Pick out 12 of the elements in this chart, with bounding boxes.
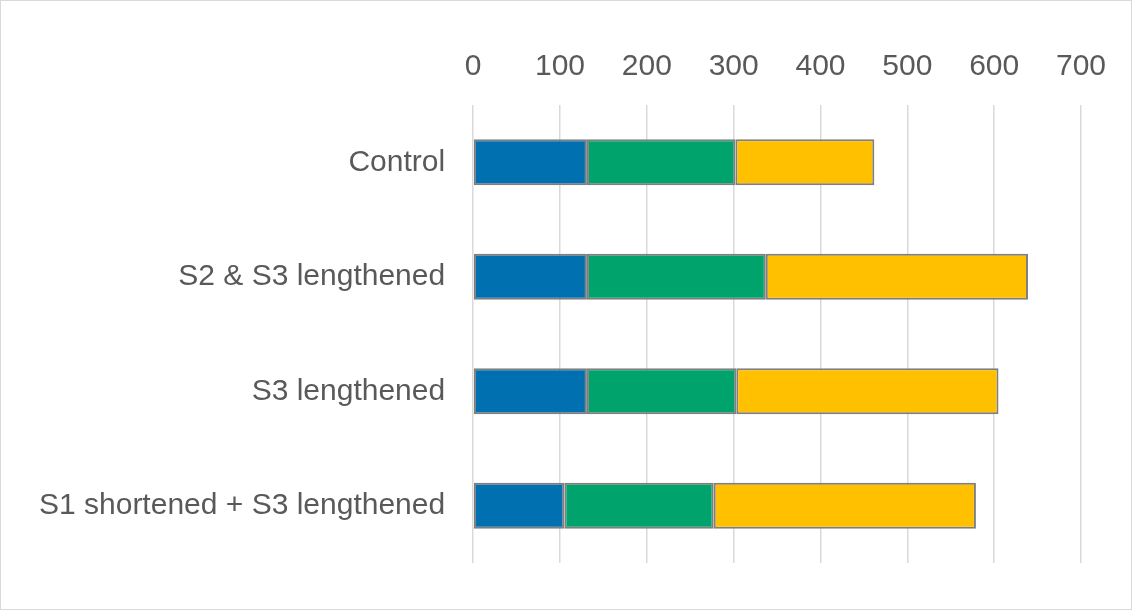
y-tick-label: Control xyxy=(348,143,446,177)
x-tick-label: 300 xyxy=(708,48,759,82)
y-tick-label: S1 shortened + S3 lengthened xyxy=(38,487,446,521)
x-tick-label: 200 xyxy=(621,48,672,82)
x-tick-label: 400 xyxy=(795,48,846,82)
x-tick-label: 100 xyxy=(534,48,586,82)
x-tick-label: 500 xyxy=(882,48,933,82)
x-tick-label: 0 xyxy=(464,48,482,82)
x-tick-label: 600 xyxy=(969,48,1020,82)
y-tick-label: S2 & S3 lengthened xyxy=(178,258,446,292)
x-tick-label: 700 xyxy=(1055,48,1107,82)
y-tick-label: S3 lengthened xyxy=(251,372,446,406)
